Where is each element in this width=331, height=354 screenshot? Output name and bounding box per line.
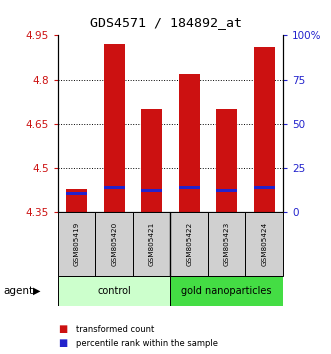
Text: GSM805423: GSM805423 — [224, 222, 230, 266]
Bar — [104, 186, 124, 189]
Bar — [133, 212, 170, 276]
Bar — [216, 189, 237, 192]
Bar — [246, 212, 283, 276]
Text: GSM805420: GSM805420 — [111, 222, 117, 266]
Text: agent: agent — [3, 286, 33, 296]
Bar — [170, 212, 208, 276]
Text: percentile rank within the sample: percentile rank within the sample — [76, 339, 218, 348]
Text: ▶: ▶ — [33, 286, 40, 296]
Text: gold nanoparticles: gold nanoparticles — [181, 286, 272, 296]
Bar — [141, 189, 162, 192]
Text: transformed count: transformed count — [76, 325, 154, 334]
Bar — [254, 47, 274, 212]
Bar — [66, 189, 87, 212]
Bar — [66, 192, 87, 195]
Text: ■: ■ — [58, 338, 67, 348]
Bar — [104, 44, 124, 212]
Bar — [58, 212, 95, 276]
Bar — [170, 276, 283, 306]
Bar — [179, 186, 200, 189]
Bar — [58, 276, 170, 306]
Bar — [208, 212, 246, 276]
Bar — [216, 109, 237, 212]
Bar — [95, 212, 133, 276]
Bar — [179, 74, 200, 212]
Bar — [254, 186, 274, 189]
Text: GSM805421: GSM805421 — [149, 222, 155, 266]
Text: GDS4571 / 184892_at: GDS4571 / 184892_at — [89, 16, 242, 29]
Text: control: control — [97, 286, 131, 296]
Text: GSM805424: GSM805424 — [261, 222, 267, 266]
Text: GSM805422: GSM805422 — [186, 222, 192, 266]
Text: ■: ■ — [58, 324, 67, 334]
Bar — [141, 109, 162, 212]
Text: GSM805419: GSM805419 — [74, 222, 80, 266]
